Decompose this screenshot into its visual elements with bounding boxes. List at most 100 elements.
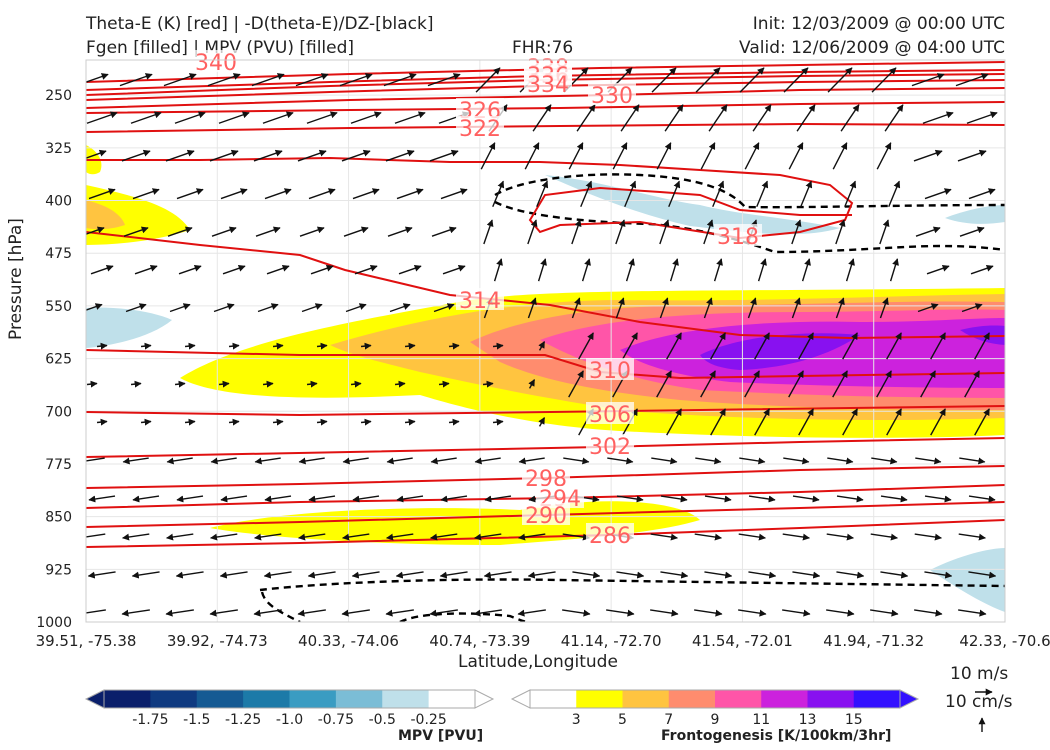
theta-e-label-bg: [456, 116, 504, 138]
wind-vector: [387, 226, 413, 237]
theta-e-contour: [86, 437, 1005, 458]
wind-vector: [430, 457, 457, 465]
theta-e-label-bg: [524, 72, 572, 94]
wind-vector: [86, 73, 109, 83]
wind-vector: [710, 332, 726, 360]
theta-e-label-bg: [586, 402, 634, 424]
y-tick-label: 850: [45, 510, 72, 526]
wind-vector: [563, 457, 590, 465]
wind-vector: [703, 297, 713, 319]
mpv-colorbar-tick-label: -1.5: [183, 712, 210, 728]
wind-vector: [341, 609, 370, 617]
wind-vector: [176, 188, 204, 200]
wind-vector: [297, 609, 326, 617]
valid-time: Valid: 12/06/2009 @ 04:00 UTC: [739, 38, 1005, 58]
x-tick-label: 39.51, -75.38: [36, 632, 137, 650]
fgen-fill-3-low: [210, 501, 700, 545]
x-tick-label: 41.54, -72.01: [692, 632, 793, 650]
wind-vector: [968, 571, 997, 579]
wind-vector: [272, 418, 284, 426]
wind-vector: [708, 104, 728, 132]
wind-vector: [96, 342, 108, 350]
fgen-colorbar-swatch: [668, 690, 716, 708]
wind-vector: [713, 258, 723, 282]
wind-vector: [801, 258, 811, 282]
mpv-fill-neg4: [930, 548, 1005, 612]
wind-vector: [704, 495, 732, 503]
wind-vector: [826, 609, 855, 617]
wind-vector: [263, 571, 292, 579]
wind-vector: [739, 457, 766, 465]
wind-vector: [90, 264, 114, 275]
wind-vector: [694, 533, 722, 541]
theta-e-contour-label: 334: [527, 73, 569, 98]
wind-vector: [876, 370, 892, 398]
mpv-colorbar-tick-label: -1.0: [276, 712, 303, 728]
wind-vector: [710, 408, 726, 436]
wind-vector: [86, 380, 98, 388]
wind-vector: [756, 180, 769, 208]
wind-vector: [308, 495, 336, 503]
x-axis: 39.51, -75.38 39.92, -74.73 40.33, -74.06 4…: [36, 632, 1050, 650]
wind-vector: [527, 571, 556, 579]
y-tick-label: 700: [45, 404, 72, 420]
wind-vector: [915, 226, 941, 237]
wind-vector: [207, 73, 241, 87]
wind-vector: [123, 226, 149, 237]
wind-vector: [297, 149, 327, 162]
wind-vector: [389, 303, 411, 313]
wind-vector: [666, 408, 682, 436]
theta-e-label-bg: [588, 83, 636, 105]
mpv-colorbar-swatch: [196, 690, 244, 708]
mpv-colorbar-extend-right: [474, 689, 495, 709]
wind-vector: [87, 571, 116, 579]
wind-vector: [700, 142, 716, 170]
wind-vector: [122, 457, 149, 465]
wind-vector: [266, 264, 290, 275]
wind-vector: [527, 297, 537, 319]
wind-vector: [394, 380, 406, 388]
theta-e-contour-label: 290: [525, 504, 567, 529]
wind-vector: [480, 142, 496, 170]
mpv-colorbar-tick-label: -0.25: [411, 712, 447, 728]
x-tick-label: 39.92, -74.73: [167, 632, 268, 650]
wind-vector: [209, 609, 238, 617]
wind-vector: [354, 264, 378, 275]
wind-vector: [827, 67, 853, 93]
wind-vector: [219, 571, 248, 579]
wind-vector: [888, 180, 901, 208]
mpv-colorbar-swatch: [243, 690, 290, 708]
wind-vector: [748, 495, 776, 503]
wind-vector: [474, 457, 501, 465]
wind-vector: [473, 609, 502, 617]
stability-contour: [494, 173, 1005, 209]
wind-vector: [86, 533, 106, 538]
wind-vector: [440, 188, 468, 200]
theta-e-contour-label: 314: [459, 289, 501, 314]
wind-vector: [253, 609, 282, 617]
wind-vector: [669, 258, 679, 282]
wind-vector: [656, 370, 672, 398]
wind-vector: [650, 533, 678, 541]
wind-vector: [385, 609, 414, 617]
wind-vector: [695, 457, 722, 465]
wind-vector: [576, 104, 596, 132]
wind-vector: [748, 571, 777, 579]
theta-e-label-bg: [586, 358, 634, 380]
wind-vector: [568, 370, 584, 398]
init-time: Init: 12/03/2009 @ 00:00 UTC: [752, 14, 1005, 34]
theta-e-contour-label: 302: [589, 435, 631, 460]
wind-vector: [788, 370, 804, 398]
wind-vector: [886, 332, 902, 360]
wind-vector: [886, 408, 902, 436]
x-tick-label: 40.74, -73.39: [429, 632, 530, 650]
wind-vector: [140, 418, 152, 426]
wind-vector: [917, 303, 939, 313]
wind-vector: [86, 457, 105, 465]
y-tick-label: 1000: [36, 615, 72, 631]
theta-e-contour-label: 340: [195, 51, 237, 76]
chart-title-line2: Fgen [filled] | MPV (PVU) [filled]: [86, 38, 355, 58]
wind-vector: [176, 495, 204, 503]
wind-vector: [958, 609, 987, 617]
wind-vector: [167, 226, 193, 237]
